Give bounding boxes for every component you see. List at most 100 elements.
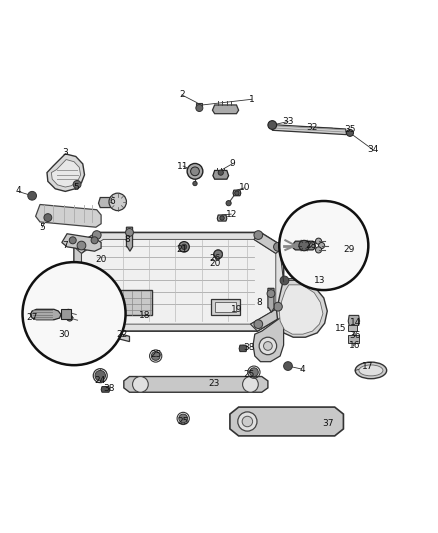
Circle shape: [69, 237, 76, 244]
Circle shape: [235, 191, 239, 195]
Circle shape: [92, 320, 101, 328]
Text: 1: 1: [249, 95, 254, 104]
Circle shape: [62, 312, 68, 318]
Circle shape: [65, 309, 71, 316]
Circle shape: [193, 181, 197, 185]
Circle shape: [243, 376, 258, 392]
Text: 26: 26: [210, 254, 221, 263]
Polygon shape: [217, 215, 227, 221]
Text: 21: 21: [176, 245, 187, 254]
Circle shape: [67, 315, 73, 321]
Polygon shape: [213, 171, 229, 179]
Circle shape: [181, 244, 187, 249]
Circle shape: [250, 368, 258, 376]
Text: 28: 28: [305, 241, 316, 250]
Text: 34: 34: [367, 145, 378, 154]
Circle shape: [318, 243, 325, 248]
Polygon shape: [253, 316, 284, 362]
Circle shape: [75, 342, 84, 350]
Circle shape: [133, 376, 148, 392]
Circle shape: [315, 247, 321, 253]
Circle shape: [267, 289, 275, 297]
Text: 36: 36: [350, 331, 361, 340]
Circle shape: [187, 164, 203, 179]
Polygon shape: [127, 227, 133, 251]
Polygon shape: [279, 285, 323, 334]
Text: 29: 29: [343, 245, 355, 254]
Text: 9: 9: [229, 159, 235, 168]
Circle shape: [214, 250, 223, 259]
Polygon shape: [74, 232, 97, 251]
Circle shape: [315, 238, 321, 244]
Ellipse shape: [355, 362, 387, 379]
Circle shape: [71, 337, 88, 354]
Polygon shape: [293, 241, 315, 250]
Polygon shape: [35, 205, 101, 227]
Circle shape: [106, 332, 113, 339]
Circle shape: [44, 214, 52, 222]
Text: 6: 6: [109, 197, 115, 206]
Circle shape: [274, 302, 283, 311]
Text: 25: 25: [243, 370, 254, 379]
Text: 10: 10: [239, 183, 250, 192]
Circle shape: [259, 337, 277, 354]
Polygon shape: [51, 159, 81, 187]
Polygon shape: [101, 386, 110, 392]
Polygon shape: [95, 328, 130, 342]
Bar: [111, 290, 152, 316]
Text: 32: 32: [306, 123, 317, 132]
Circle shape: [179, 414, 187, 423]
Polygon shape: [268, 288, 274, 312]
Polygon shape: [99, 198, 120, 207]
Text: 7: 7: [63, 241, 68, 250]
Circle shape: [242, 416, 253, 427]
Circle shape: [28, 191, 36, 200]
Circle shape: [238, 412, 257, 431]
Polygon shape: [74, 232, 97, 253]
Circle shape: [268, 120, 277, 130]
Polygon shape: [81, 239, 276, 324]
Circle shape: [73, 181, 81, 188]
Text: 8: 8: [124, 235, 130, 244]
Text: 5: 5: [73, 183, 79, 192]
Text: 4: 4: [15, 187, 21, 196]
Polygon shape: [254, 232, 284, 253]
Text: 27: 27: [26, 313, 38, 322]
Bar: [61, 309, 71, 319]
Text: 25: 25: [150, 350, 161, 359]
Polygon shape: [284, 126, 332, 133]
Text: 38: 38: [243, 343, 254, 352]
Circle shape: [254, 231, 263, 239]
Text: 23: 23: [208, 378, 219, 387]
Circle shape: [77, 302, 86, 311]
Polygon shape: [124, 376, 268, 392]
Text: 5: 5: [39, 223, 45, 232]
Text: 37: 37: [322, 419, 334, 428]
Polygon shape: [64, 316, 96, 362]
Text: 30: 30: [58, 330, 70, 338]
Bar: [348, 325, 357, 331]
Circle shape: [151, 352, 160, 360]
Circle shape: [103, 329, 117, 342]
Polygon shape: [47, 154, 85, 191]
Circle shape: [299, 240, 309, 251]
Polygon shape: [239, 345, 247, 352]
Polygon shape: [196, 103, 202, 108]
Polygon shape: [62, 234, 101, 251]
Circle shape: [280, 276, 289, 285]
Circle shape: [196, 104, 203, 111]
Text: 19: 19: [231, 305, 242, 314]
Text: 22: 22: [117, 330, 128, 338]
Text: 2: 2: [179, 91, 185, 100]
Text: 24: 24: [95, 376, 106, 385]
Polygon shape: [74, 247, 81, 316]
Circle shape: [346, 130, 353, 136]
Circle shape: [284, 362, 292, 370]
Polygon shape: [30, 309, 61, 320]
Text: 4: 4: [300, 365, 306, 374]
Text: 18: 18: [139, 311, 151, 320]
Polygon shape: [230, 407, 343, 436]
Bar: [211, 299, 240, 314]
Circle shape: [218, 170, 223, 175]
Text: 11: 11: [177, 161, 189, 171]
